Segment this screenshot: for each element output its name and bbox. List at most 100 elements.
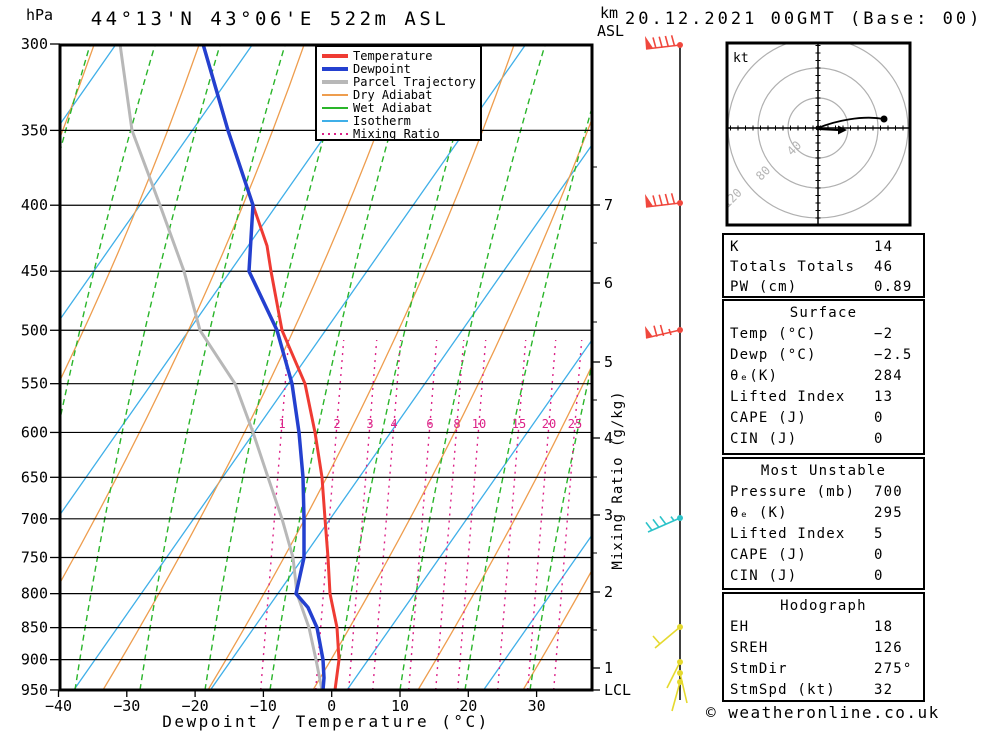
wet-adiabat-line [464, 105, 592, 690]
wind-barb-line [645, 521, 653, 531]
stat-label: θₑ(K) [730, 368, 779, 384]
mixing-ratio-line [372, 339, 402, 690]
wind-barb-line [670, 516, 675, 522]
isotherm-line [60, 45, 390, 516]
x-axis-label: Dewpoint / Temperature (°C) [162, 712, 490, 731]
dry-adiabat-line [60, 45, 305, 585]
isotherm-line [60, 45, 253, 321]
altitude-unit-km: km [600, 4, 619, 22]
mixing-ratio-tick-label: 3 [366, 417, 373, 431]
wind-barb-line [653, 325, 658, 337]
background-reference-lines [60, 45, 592, 690]
mixing-ratio-line [408, 339, 438, 690]
table-row: Pressure (mb) 700 [724, 482, 923, 503]
stat-label: Temp (°C) [730, 326, 817, 342]
wind-barb-flag [645, 194, 653, 207]
temperature-tick-label: −20 [182, 697, 209, 715]
pressure-tick-label: 350 [21, 121, 48, 139]
wind-barb-line [654, 626, 681, 649]
table-row: Lifted Index 5 [724, 524, 923, 545]
km-tick-label: 1 [604, 659, 613, 677]
wind-barb-line [664, 193, 670, 206]
pressure-gridlines [60, 129, 592, 661]
stat-value: 32 [874, 682, 894, 698]
stat-value: 5 [874, 526, 884, 542]
storm-motion-vector [817, 128, 839, 131]
hodograph: 40 80 120 kt [725, 41, 912, 227]
stat-label: CIN (J) [730, 431, 798, 447]
mixing-ratio-axis-label: Mixing Ratio (g/kg) [610, 390, 626, 569]
legend-label-dry-adiabat: Dry Adiabat [353, 87, 433, 102]
wet-adiabat-line [334, 45, 481, 690]
hodograph-stats-panel: Hodograph EH 18 SREH 126 StmDir 275° StmSpd… [722, 592, 925, 702]
pressure-tick-label: 900 [21, 651, 48, 669]
wind-barb-line [671, 681, 681, 712]
watermark: © weatheronline.co.uk [706, 703, 940, 722]
stat-value: 0 [874, 431, 884, 447]
table-row: Lifted Index 13 [724, 387, 923, 408]
table-row: CIN (J) 0 [724, 566, 923, 587]
legend-item-wet-adiabat: Wet Adiabat [321, 101, 480, 115]
stat-value: 126 [874, 640, 903, 656]
legend-item-mixing-ratio: Mixing Ratio [321, 126, 480, 141]
page-title: 44°13'N 43°06'E 522m ASL [90, 8, 450, 30]
legend-label-parcel: Parcel Trajectory [353, 74, 476, 89]
stat-label: CIN (J) [730, 568, 798, 584]
mixing-ratio-tick-label: 2 [333, 417, 340, 431]
wind-barb-line [652, 518, 660, 528]
parcel-trajectory-curve [118, 45, 324, 690]
mixing-ratio-line [497, 339, 527, 690]
wet-adiabat-line [399, 45, 546, 690]
storm-motion-arrowhead [838, 125, 847, 135]
temperature-tick-label: 10 [391, 697, 409, 715]
indices-panel: K 14 Totals Totals 46 PW (cm) 0.89 [722, 233, 925, 298]
wind-barb-line [658, 36, 663, 48]
legend: Temperature Dewpoint Parcel Trajectory D… [315, 45, 482, 141]
mixing-ratio-tick-label: 10 [472, 417, 486, 431]
stat-label: CAPE (J) [730, 410, 808, 426]
legend-item-isotherm: Isotherm [321, 114, 480, 128]
surface-panel-header: Surface [789, 305, 858, 321]
isotherm-line [483, 534, 592, 690]
stat-label: Pressure (mb) [730, 484, 856, 500]
stat-label: Totals Totals [730, 259, 856, 275]
table-row: CAPE (J) 0 [724, 408, 923, 429]
hodograph-ring-label-40: 40 [784, 138, 804, 158]
wet-adiabat-line [529, 361, 592, 690]
legend-label-dewpoint: Dewpoint [353, 61, 411, 76]
wet-adiabat-line [74, 45, 221, 690]
mixing-ratio-tick-label: 25 [568, 417, 582, 431]
temperature-tick-label: −10 [250, 697, 277, 715]
stat-value: 700 [874, 484, 903, 500]
stat-label: Lifted Index [730, 526, 846, 542]
wind-barb-line [670, 193, 676, 205]
legend-item-parcel: Parcel Trajectory [321, 74, 480, 89]
mixing-ratio-line [527, 339, 557, 690]
legend-label-temperature: Temperature [353, 48, 433, 63]
stat-label: Lifted Index [730, 389, 846, 405]
mixing-ratio-line [348, 339, 378, 690]
mixing-ratio-line [553, 339, 583, 690]
axis-ticks-and-labels: 3003504004505005506006507007508008509009… [21, 35, 631, 715]
dewpoint-curve [201, 45, 326, 690]
pressure-tick-label: 650 [21, 468, 48, 486]
legend-item-dewpoint: Dewpoint [321, 61, 480, 76]
mixing-ratio-tick-label: 6 [426, 417, 433, 431]
table-row: Totals Totals 46 [724, 257, 923, 277]
hodograph-axis-ticks [730, 45, 904, 219]
isotherm-line [346, 338, 592, 690]
legend-label-mixing-ratio: Mixing Ratio [353, 126, 440, 141]
table-row: θₑ (K) 295 [724, 503, 923, 524]
hodograph-trace-endpoint [880, 115, 888, 123]
table-row: K 14 [724, 237, 923, 257]
pressure-tick-label: 600 [21, 423, 48, 441]
stat-label: K [730, 239, 740, 255]
stat-label: PW (cm) [730, 279, 798, 295]
surface-panel: Surface Temp (°C) −2 Dewp (°C) −2.5 θₑ(K) 2… [722, 299, 925, 455]
mixing-ratio-line [457, 339, 487, 690]
stat-value: 295 [874, 505, 903, 521]
pressure-tick-label: 400 [21, 196, 48, 214]
wind-barbs [645, 35, 688, 712]
temperature-tick-label: −40 [45, 697, 72, 715]
